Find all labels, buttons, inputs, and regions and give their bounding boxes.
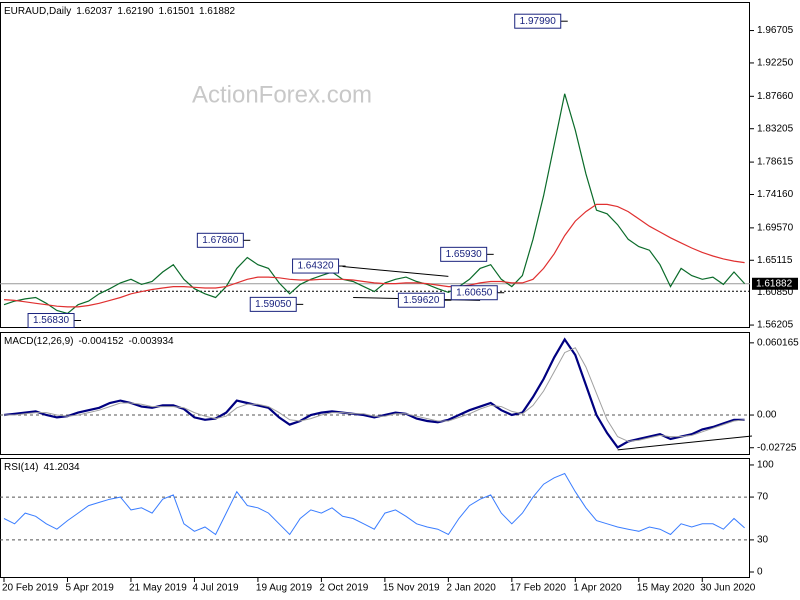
panel-reading: 1.62190 — [117, 6, 154, 17]
series-line — [3, 337, 745, 449]
y-tick-label: 1.74160 — [757, 189, 794, 200]
y-tick-label: 1.96705 — [757, 25, 794, 36]
y-tick-label: 1.69570 — [757, 223, 794, 234]
annotation-label: 1.97990 — [520, 16, 557, 27]
y-tick-label: 30 — [757, 535, 769, 546]
panel-reading: -0.004152 — [78, 336, 123, 347]
panel-reading: 1.61501 — [159, 6, 196, 17]
panel-frame — [0, 332, 750, 455]
y-tick-label: 70 — [757, 492, 769, 503]
watermark: ActionForex.com — [192, 81, 372, 108]
annotation-label: 1.59050 — [255, 299, 292, 310]
trend-line — [617, 435, 753, 451]
annotation-box — [27, 313, 75, 329]
annotation-label: 1.65930 — [446, 249, 483, 260]
y-tick-label: 1.92250 — [757, 58, 794, 69]
series-line — [4, 347, 745, 442]
y-tick-label: 0.060165 — [757, 337, 799, 348]
annotation-label: 1.59620 — [403, 295, 440, 306]
y-tick-label: 1.56205 — [757, 320, 794, 331]
x-tick-label: 15 Nov 2019 — [383, 583, 440, 594]
x-tick-label: 17 Feb 2020 — [510, 583, 567, 594]
y-tick-label: -0.02725 — [757, 442, 797, 453]
series-line — [3, 203, 745, 308]
annotation-box — [514, 13, 562, 29]
panel-title-name: MACD(12,26,9) — [4, 336, 73, 347]
annotation-box — [450, 285, 498, 301]
panel-reading: 1.61882 — [199, 6, 236, 17]
price-level-label: 1.60850 — [757, 287, 794, 298]
panel-reading: 1.62037 — [76, 6, 113, 17]
series-line — [3, 472, 745, 536]
annotation-label: 1.67860 — [202, 235, 239, 246]
series-line — [3, 93, 746, 315]
x-tick-label: 2 Jan 2020 — [446, 583, 496, 594]
x-tick-label: 30 Jun 2020 — [700, 583, 755, 594]
panel-title-name: RSI(14) — [4, 462, 38, 473]
x-tick-label: 19 Aug 2019 — [256, 583, 313, 594]
panel-frame — [0, 458, 750, 578]
annotation-box — [397, 292, 445, 308]
y-tick-label: 0 — [757, 567, 763, 578]
y-tick-label: 1.83205 — [757, 123, 794, 134]
x-tick-label: 5 Apr 2019 — [65, 583, 114, 594]
panel-frame — [0, 2, 750, 328]
x-tick-label: 1 Apr 2020 — [573, 583, 622, 594]
current-price-label: 1.61882 — [756, 278, 793, 289]
y-tick-label: 0.00 — [757, 410, 777, 421]
y-tick-label: 100 — [757, 460, 774, 471]
x-tick-label: 2 Oct 2019 — [319, 583, 368, 594]
panel-title: RSI(14) 41.2034 — [4, 462, 80, 473]
panel-reading: -0.003934 — [129, 336, 174, 347]
annotation-label: 1.64320 — [297, 261, 334, 272]
y-tick-label: 1.65115 — [757, 255, 793, 266]
x-tick-label: 20 Feb 2019 — [2, 583, 59, 594]
y-tick-label: 1.78615 — [757, 157, 794, 168]
annotation-box — [249, 296, 297, 312]
x-tick-label: 4 Jul 2019 — [192, 583, 239, 594]
x-tick-label: 21 May 2019 — [129, 583, 187, 594]
current-price-tag — [752, 277, 798, 290]
y-tick-label: 1.87660 — [757, 91, 794, 102]
annotation-box — [196, 232, 244, 248]
annotation-box — [440, 246, 488, 262]
trend-line — [342, 266, 449, 277]
panel-title-name: EURAUD,Daily — [4, 6, 71, 17]
annotation-label: 1.56830 — [33, 315, 70, 326]
panel-title: EURAUD,Daily 1.62037 1.62190 1.61501 1.61882 — [4, 6, 236, 17]
panel-reading: 41.2034 — [43, 462, 80, 473]
panel-title: MACD(12,26,9) -0.004152 -0.003934 — [4, 336, 174, 347]
annotation-label: 1.60650 — [456, 287, 493, 298]
annotation-box — [292, 258, 340, 274]
x-tick-label: 15 May 2020 — [637, 583, 695, 594]
